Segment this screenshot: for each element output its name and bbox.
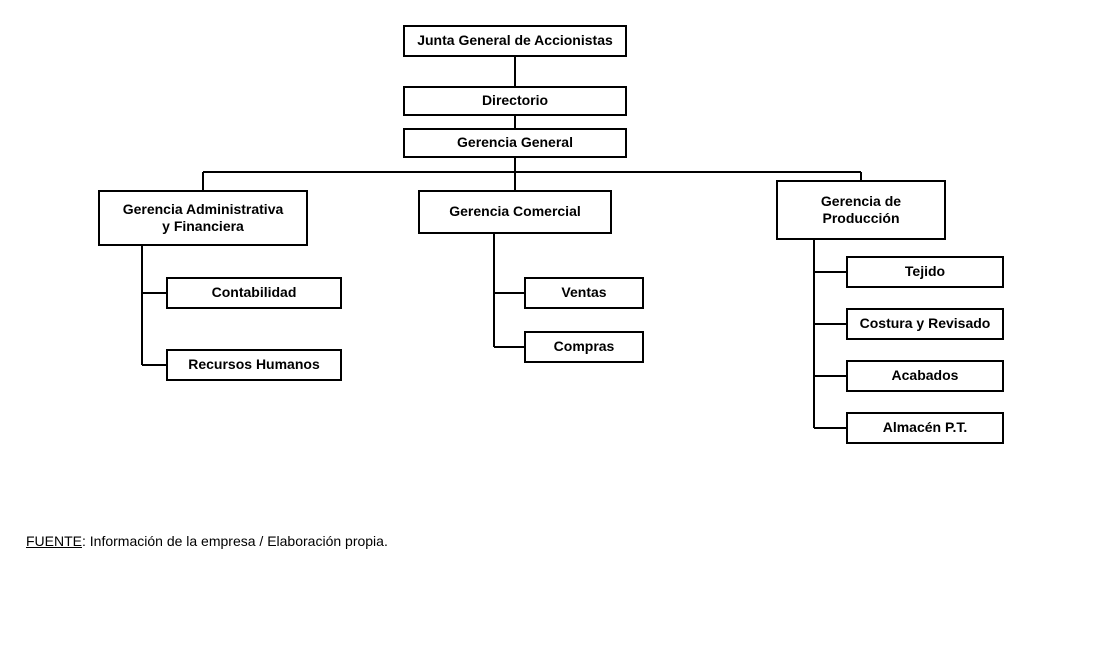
node-compras: Compras: [524, 331, 644, 363]
node-label: Acabados: [892, 367, 959, 385]
node-contabilidad: Contabilidad: [166, 277, 342, 309]
node-gerencia-administrativa: Gerencia Administrativay Financiera: [98, 190, 308, 246]
node-label: Costura y Revisado: [860, 315, 991, 333]
node-gerencia-produccion: Gerencia deProducción: [776, 180, 946, 240]
org-chart-page: Junta General de Accionistas Directorio …: [0, 0, 1094, 663]
node-label: Ventas: [561, 284, 606, 302]
node-directorio: Directorio: [403, 86, 627, 116]
source-label: FUENTE: [26, 533, 82, 549]
node-label: Directorio: [482, 92, 548, 110]
node-costura-revisado: Costura y Revisado: [846, 308, 1004, 340]
node-label: Gerencia deProducción: [821, 193, 901, 228]
node-label: Gerencia Administrativay Financiera: [123, 201, 284, 236]
node-label: Junta General de Accionistas: [417, 32, 613, 50]
node-junta: Junta General de Accionistas: [403, 25, 627, 57]
node-acabados: Acabados: [846, 360, 1004, 392]
node-label: Tejido: [905, 263, 945, 281]
node-label: Gerencia Comercial: [449, 203, 581, 221]
source-footer: FUENTE: Información de la empresa / Elab…: [26, 533, 388, 549]
node-gerencia-general: Gerencia General: [403, 128, 627, 158]
node-recursos-humanos: Recursos Humanos: [166, 349, 342, 381]
node-tejido: Tejido: [846, 256, 1004, 288]
node-label: Almacén P.T.: [883, 419, 968, 437]
node-label: Recursos Humanos: [188, 356, 319, 374]
node-gerencia-comercial: Gerencia Comercial: [418, 190, 612, 234]
node-label: Gerencia General: [457, 134, 573, 152]
node-label: Contabilidad: [212, 284, 297, 302]
source-text: : Información de la empresa / Elaboració…: [82, 533, 388, 549]
node-almacen-pt: Almacén P.T.: [846, 412, 1004, 444]
node-ventas: Ventas: [524, 277, 644, 309]
node-label: Compras: [554, 338, 615, 356]
